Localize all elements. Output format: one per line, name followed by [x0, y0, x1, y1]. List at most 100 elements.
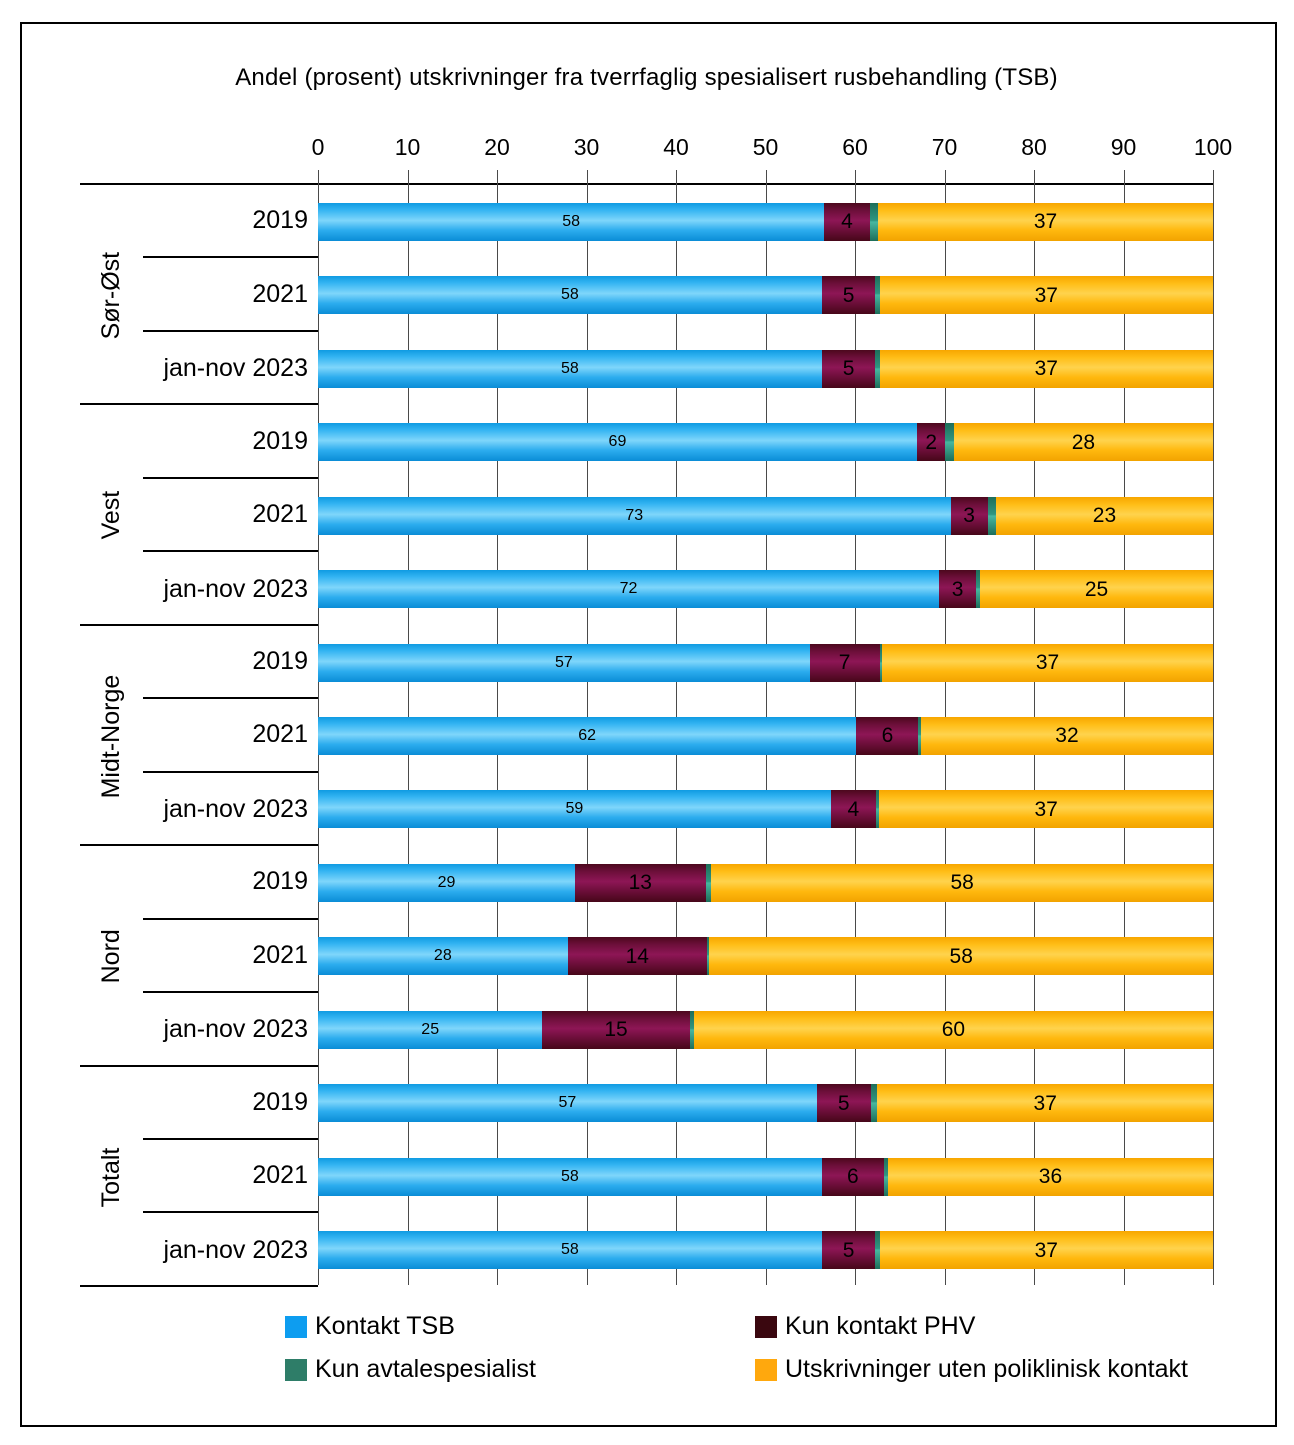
- bar-track: 62 6 32: [318, 699, 1213, 772]
- row-label: 2019: [143, 846, 318, 920]
- data-label: 5: [842, 357, 855, 381]
- bar-segment: 37: [879, 276, 1213, 315]
- data-label: 15: [604, 1018, 628, 1042]
- bar-track: 29 13 58: [318, 846, 1213, 919]
- plot-area: Sør-Øst 2019 58 4 37 2021 58 5 37 jan-nov 2023 58 5…: [80, 170, 1214, 1287]
- bar-row: 2019 57 5 37: [143, 1067, 1213, 1141]
- stacked-bar: 72 3 25: [318, 570, 1213, 609]
- bar-segment: [918, 716, 921, 755]
- stacked-bar: 57 5 37: [318, 1084, 1213, 1123]
- bar-segment: 37: [877, 1084, 1213, 1123]
- bar-row: 2021 28 14 58: [143, 920, 1213, 994]
- group-rows: 2019 58 4 37 2021 58 5 37 jan-nov 2023 58 5 37: [143, 185, 1213, 405]
- bar-track: 72 3 25: [318, 552, 1213, 625]
- data-label: 6: [881, 724, 894, 748]
- stacked-bar: 58 6 36: [318, 1157, 1213, 1196]
- bar-segment: 58: [318, 1157, 822, 1196]
- data-label: 58: [949, 944, 973, 968]
- x-axis-tick-label: 40: [663, 134, 689, 160]
- data-label: 73: [625, 506, 644, 524]
- bar-segment: 6: [856, 716, 919, 755]
- bar-track: 25 15 60: [318, 993, 1213, 1066]
- data-label: 37: [1034, 1238, 1058, 1262]
- data-label: 23: [1092, 504, 1117, 528]
- bar-segment: 37: [879, 790, 1213, 829]
- group-label: Vest: [97, 491, 125, 540]
- data-label: 60: [941, 1018, 966, 1042]
- bar-track: 58 6 36: [318, 1140, 1213, 1213]
- bar-segment: 58: [318, 276, 822, 315]
- x-axis-tick-label: 20: [484, 134, 510, 160]
- bar-segment: 62: [318, 716, 857, 755]
- bar-segment: 58: [318, 202, 825, 241]
- stacked-bar: 58 5 37: [318, 349, 1213, 388]
- data-label: 57: [558, 1094, 577, 1112]
- stacked-bar: 57 7 37: [318, 643, 1213, 682]
- bar-segment: [975, 570, 981, 609]
- data-label: 62: [578, 726, 597, 744]
- bar-row: jan-nov 2023 59 4 37: [143, 773, 1213, 846]
- data-label: 13: [628, 871, 652, 895]
- bar-segment: 5: [816, 1084, 871, 1123]
- row-label: 2021: [143, 258, 318, 332]
- data-label: 28: [433, 947, 452, 965]
- data-label: 57: [554, 653, 573, 671]
- legend-item: Kun avtalespesialist: [285, 1355, 755, 1384]
- x-axis-tick-labels: 0 10 20 30 40 50 60 70 80 90 100: [312, 134, 1233, 166]
- data-label: 2: [925, 430, 937, 454]
- legend-swatch: [755, 1315, 777, 1338]
- bar-segment: 59: [318, 790, 831, 829]
- group-rows: 2019 57 7 37 2021 62 6 32 jan-nov 2023 59 4 37: [143, 626, 1213, 846]
- bar-segment: 37: [879, 1231, 1213, 1270]
- bar-segment: 5: [821, 276, 876, 315]
- legend: Kontakt TSB Kun kontakt PHV Kun avtalespes…: [285, 1312, 1225, 1384]
- bar-segment: 28: [318, 937, 568, 976]
- bar-track: 58 5 37: [318, 1213, 1213, 1286]
- data-label: 5: [842, 1238, 855, 1262]
- bar-segment: 36: [887, 1157, 1213, 1196]
- bar-track: 58 4 37: [318, 185, 1213, 258]
- bar-segment: [875, 276, 880, 315]
- bar-track: 28 14 58: [318, 920, 1213, 993]
- bar-segment: 60: [693, 1010, 1213, 1049]
- bar-row: 2021 73 3 23: [143, 479, 1214, 553]
- legend-label: Kontakt TSB: [315, 1312, 455, 1340]
- bar-segment: 4: [824, 202, 870, 241]
- row-label: 2019: [143, 626, 318, 700]
- legend-label: Utskrivninger uten poliklinisk kontakt: [785, 1355, 1188, 1383]
- bar-segment: [879, 643, 883, 682]
- bar-segment: [689, 1010, 694, 1049]
- bar-segment: 23: [995, 496, 1214, 535]
- bar-segment: 3: [939, 570, 976, 609]
- bar-segment: [945, 423, 954, 462]
- bar-segment: 58: [711, 863, 1213, 902]
- bar-segment: 58: [318, 349, 822, 388]
- data-label: 28: [1071, 430, 1096, 454]
- stacked-bar: 62 6 32: [318, 716, 1213, 755]
- bar-group: Totalt 2019 57 5 37 2021 58 6 36 jan-nov 2023 58 5 3…: [80, 1067, 1213, 1287]
- group-rows: 2019 57 5 37 2021 58 6 36 jan-nov 2023 58 5 37: [143, 1067, 1213, 1287]
- stacked-bar: 58 5 37: [318, 1231, 1213, 1270]
- data-label: 58: [562, 212, 581, 230]
- bar-row: 2019 69 2 28: [143, 405, 1213, 479]
- bar-group: Sør-Øst 2019 58 4 37 2021 58 5 37 jan-nov 2023 58 5…: [80, 185, 1213, 406]
- bar-segment: 5: [821, 349, 876, 388]
- chart-title: Andel (prosent) utskrivninger fra tverrf…: [235, 64, 1058, 91]
- data-label: 37: [1033, 210, 1058, 234]
- data-label: 25: [421, 1020, 440, 1038]
- bar-segment: 58: [318, 1231, 822, 1270]
- x-axis-tick-label: 0: [311, 134, 325, 160]
- bar-segment: 28: [953, 423, 1213, 462]
- legend-swatch: [285, 1315, 307, 1338]
- bar-segment: 2: [916, 423, 946, 462]
- group-separator-line: [80, 1284, 318, 1287]
- data-label: 4: [841, 210, 853, 234]
- stacked-bar: 28 14 58: [318, 937, 1213, 976]
- data-label: 37: [1034, 797, 1058, 821]
- bar-row: jan-nov 2023 58 5 37: [143, 332, 1213, 405]
- bar-segment: [875, 790, 880, 829]
- bar-segment: 29: [318, 863, 575, 902]
- group-separator-line: [80, 844, 318, 847]
- row-label: 2021: [143, 920, 318, 994]
- data-label: 58: [561, 1167, 579, 1185]
